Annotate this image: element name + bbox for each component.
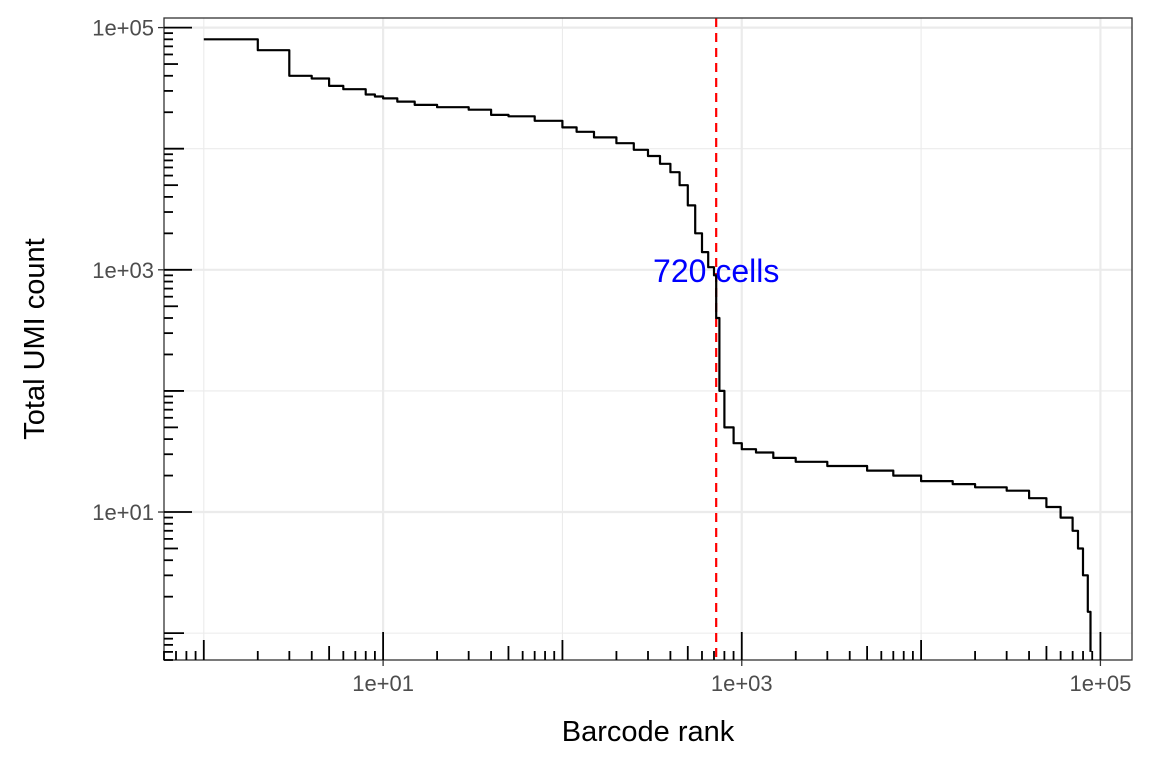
plot-panel xyxy=(164,18,1132,660)
y-tick-label: 1e+01 xyxy=(92,500,154,525)
x-axis-title: Barcode rank xyxy=(562,716,735,748)
x-tick-label: 1e+05 xyxy=(1070,671,1132,696)
annotation-layer: 720 cells xyxy=(653,253,779,289)
x-axis: 1e+01 1e+03 1e+05 xyxy=(163,632,1132,696)
y-tick-label: 1e+03 xyxy=(92,258,154,283)
y-axis-title: Total UMI count xyxy=(19,238,51,439)
y-axis: 1e+01 1e+03 1e+05 xyxy=(92,16,192,661)
cell-count-annotation: 720 cells xyxy=(653,253,779,289)
x-tick-label: 1e+01 xyxy=(352,671,414,696)
x-tick-label: 1e+03 xyxy=(711,671,773,696)
major-grid xyxy=(164,18,1132,660)
y-tick-label: 1e+05 xyxy=(92,16,154,41)
barcode-rank-curve xyxy=(203,38,1092,652)
series-layer xyxy=(203,38,1092,652)
